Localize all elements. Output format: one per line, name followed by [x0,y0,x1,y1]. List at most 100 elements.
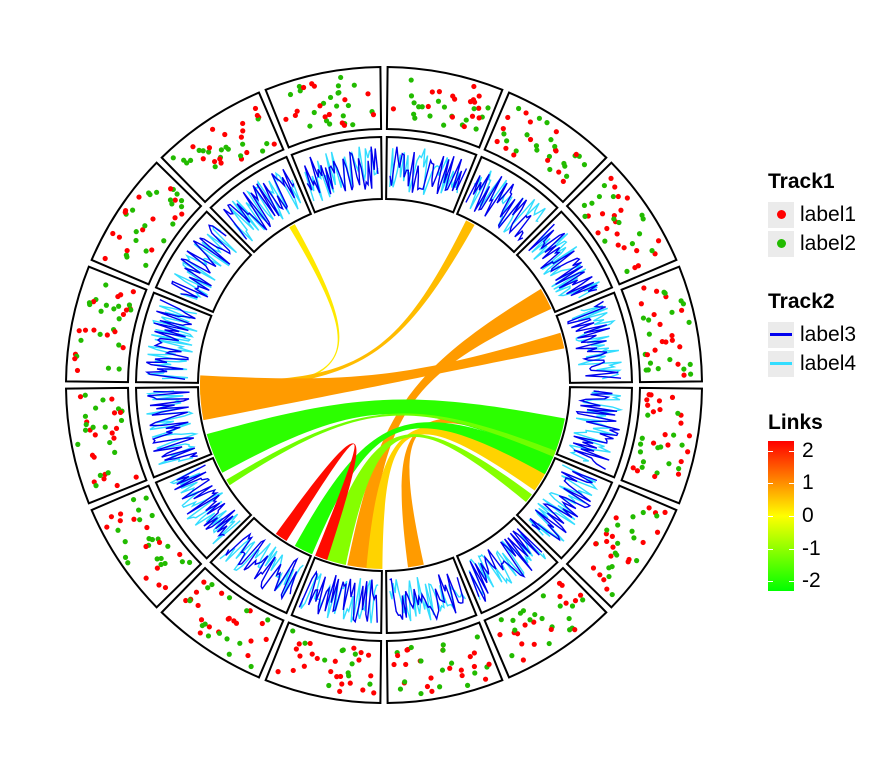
track1-point [77,394,84,400]
track1-point [629,528,635,534]
track1-point [467,653,473,660]
track1-point [634,558,640,564]
legend-title-track1: Track1 [768,170,835,193]
track1-point [154,189,160,195]
track1-point [448,660,455,666]
track1-point [183,597,189,604]
track1-point [391,661,397,668]
track1-point [644,352,651,358]
track1-point [687,371,694,377]
track1-point [524,132,530,138]
track1-point [143,575,149,581]
track1-point [322,114,328,120]
legend-item-label2: label2 [768,229,856,258]
track1-point [72,356,78,362]
sector-11 [90,456,253,609]
track2-line-label4 [173,224,237,300]
track1-point [149,512,155,519]
track1-point [190,144,196,150]
track1-point [122,207,129,214]
track1-point [351,645,357,651]
track1-point [512,627,518,633]
track1-point [111,410,118,416]
track1-point [118,292,124,298]
track1-point [352,651,358,657]
track1-point [395,652,401,659]
track1-point [293,646,299,652]
track1-point [314,655,320,662]
track1-point [621,245,627,251]
track1-point [564,173,570,179]
track1-point [545,157,551,163]
track1-point [167,197,174,203]
track1-point [534,147,540,153]
track1-cell [160,566,285,679]
track1-point [557,593,563,600]
track1-point [649,248,655,254]
legend-label-label1: label1 [800,202,857,226]
track1-point [505,114,511,121]
track1-point [641,285,647,291]
track1-point [290,628,296,634]
track1-point [219,590,225,596]
track1-point [367,681,373,687]
track1-point [161,238,167,244]
link-6 [366,425,551,569]
track1-point [339,647,345,654]
track1-point [638,301,644,307]
track1-point [130,496,137,503]
track1-point [687,361,693,368]
track1-point [115,527,121,533]
track1-point [640,315,647,321]
track1-point [297,653,303,659]
track1-point [474,634,480,640]
legend-item-label1: label1 [768,200,856,229]
track1-point [471,650,477,656]
track1-point [503,145,509,151]
track1-point [245,652,251,659]
track1-point [589,200,595,206]
track1-point [486,661,492,667]
track1-point [123,252,129,258]
track1-point [553,148,559,154]
track1-point [193,589,200,595]
track1-point [111,306,117,312]
track1-point [428,675,434,681]
track1-point [82,413,89,419]
sector-7 [455,516,608,679]
track1-point [187,157,194,164]
colorbar-tick-label: 2 [802,438,814,462]
track1-point [297,88,303,94]
track1-point [114,482,120,489]
track1-point [449,114,456,120]
sector-16 [264,66,383,214]
track1-point [144,524,150,531]
track1-point [563,600,569,606]
track1-point [665,442,671,448]
track1-point [98,308,104,314]
track1-point [644,397,650,403]
track1-point [201,579,207,585]
colorbar-tick-label: -1 [802,536,821,560]
track1-point [667,356,673,363]
track1-point [573,151,579,158]
track1-point [671,432,677,438]
track1-point [340,113,346,119]
track1-point [411,111,417,117]
sector-13 [65,265,213,384]
track1-point [345,670,351,676]
track1-point [615,193,621,200]
track1-point [552,143,558,150]
track1-point [609,591,615,598]
track1-point [205,585,211,591]
track1-point [116,316,122,322]
track1-point [527,617,533,623]
track1-point [327,94,334,101]
legend-key-label2 [768,230,794,257]
track1-point [569,603,576,609]
track1-point [654,529,661,535]
track1-point [680,301,687,307]
track1-point [647,360,654,366]
track1-point [447,665,453,671]
track1-point [150,216,156,222]
